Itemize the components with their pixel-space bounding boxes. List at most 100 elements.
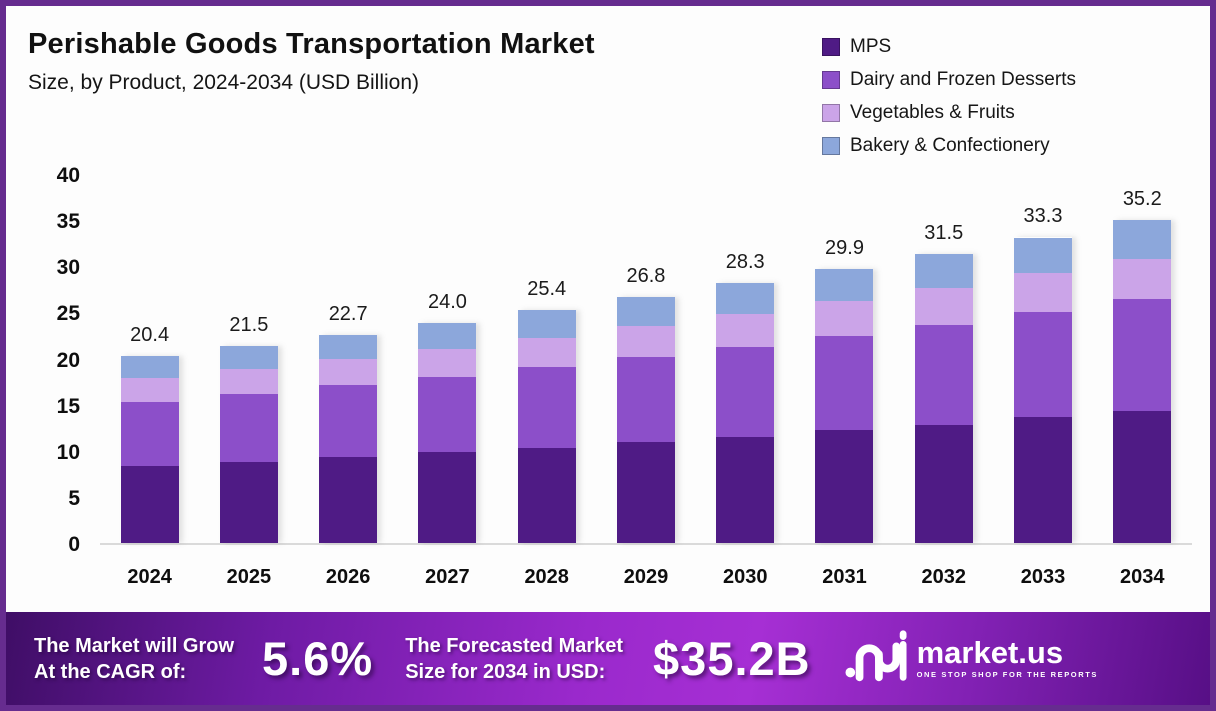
bar-segment-2027-bakery-confectionery — [418, 322, 477, 349]
bar-total-label-2027: 24.0 — [427, 290, 467, 313]
x-tick-2030: 2030 — [722, 566, 768, 588]
stacked-bar-2024: 20.4 — [120, 324, 179, 543]
stacked-bar-2027: 24.0 — [418, 291, 477, 543]
bar-column-2028: 25.4 — [497, 176, 596, 543]
stacked-bar-2029: 26.8 — [616, 265, 675, 543]
bar-segment-2030-vegetables-fruits — [716, 313, 775, 347]
bar-segment-2028-mps — [517, 447, 576, 543]
bar-total-label-2034: 35.2 — [1122, 188, 1162, 211]
bar-total-label-2033: 33.3 — [1023, 205, 1063, 228]
market-us-logo-text: market.us — [916, 635, 1064, 670]
bar-column-2031: 29.9 — [795, 176, 894, 543]
bar-segment-2024-vegetables-fruits — [120, 377, 179, 402]
x-tick-2032: 2032 — [921, 566, 967, 588]
page-subtitle: Size, by Product, 2024-2034 (USD Billion… — [28, 71, 420, 94]
chart-header: Perishable Goods Transportation Market S… — [28, 28, 595, 95]
legend-swatch-icon — [822, 70, 840, 89]
bar-segment-2025-vegetables-fruits — [219, 368, 278, 395]
stacked-bar-2034: 35.2 — [1113, 188, 1172, 543]
x-tick-2026: 2026 — [325, 566, 371, 588]
x-tick-2029: 2029 — [623, 566, 669, 588]
bar-column-2029: 26.8 — [596, 176, 695, 543]
bar-segment-2033-bakery-confectionery — [1014, 237, 1073, 274]
stacked-bar-2026: 22.7 — [319, 303, 378, 543]
bar-segment-2027-mps — [418, 452, 477, 543]
legend-label: Dairy and Frozen Desserts — [850, 68, 1076, 90]
bar-segment-2032-bakery-confectionery — [914, 254, 973, 288]
forecast-value: $35.2B — [653, 632, 811, 685]
bar-segment-2026-dairy-and-frozen-desserts — [319, 385, 378, 457]
market-us-logo-icon — [845, 630, 907, 687]
bar-total-label-2031: 29.9 — [825, 236, 864, 259]
cagr-label-line1: The Market will Grow — [34, 634, 235, 657]
y-tick-30: 30 — [56, 256, 80, 280]
bar-segment-2032-dairy-and-frozen-desserts — [914, 324, 973, 425]
y-tick-0: 0 — [68, 533, 80, 556]
bar-segment-2026-vegetables-fruits — [319, 358, 378, 386]
bar-segment-2029-vegetables-fruits — [616, 325, 675, 357]
bar-total-label-2028: 25.4 — [527, 277, 567, 300]
legend-label: MPS — [850, 35, 892, 57]
bar-segment-2031-dairy-and-frozen-desserts — [815, 335, 874, 431]
bar-segment-2030-dairy-and-frozen-desserts — [716, 346, 775, 437]
bar-column-2032: 31.5 — [894, 176, 993, 543]
cagr-value: 5.6% — [262, 632, 374, 685]
bar-segment-2034-dairy-and-frozen-desserts — [1113, 298, 1172, 411]
y-tick-5: 5 — [68, 486, 80, 510]
bar-column-2030: 28.3 — [696, 176, 795, 543]
bar-column-2027: 24.0 — [398, 176, 497, 543]
bar-segment-2034-mps — [1113, 410, 1172, 543]
bar-segment-2026-mps — [319, 456, 378, 543]
bar-segment-2027-dairy-and-frozen-desserts — [418, 376, 477, 453]
bar-segment-2033-mps — [1014, 417, 1073, 543]
forecast-label-line2: Size for 2034 in USD: — [405, 660, 606, 683]
y-axis: 0 5 10 15 20 25 30 35 40 — [6, 164, 86, 556]
bar-total-label-2024: 20.4 — [130, 323, 170, 346]
bar-segment-2024-dairy-and-frozen-desserts — [120, 401, 179, 466]
bar-segment-2024-bakery-confectionery — [120, 355, 179, 378]
bar-segment-2029-mps — [616, 442, 675, 543]
bar-segment-2025-mps — [219, 462, 278, 543]
legend-item-0: MPS — [822, 30, 1076, 63]
bar-segment-2025-bakery-confectionery — [219, 345, 278, 369]
legend-swatch-icon — [822, 136, 840, 155]
forecast-label: The Forecasted Market Size for 2034 in U… — [405, 633, 623, 685]
stacked-bar-2028: 25.4 — [517, 278, 576, 543]
bar-segment-2031-bakery-confectionery — [815, 268, 874, 301]
bar-segment-2026-bakery-confectionery — [319, 334, 378, 359]
cagr-label-line2: At the CAGR of: — [34, 660, 187, 683]
legend-label: Vegetables & Fruits — [850, 101, 1015, 123]
legend-item-3: Bakery & Confectionery — [822, 129, 1076, 162]
stacked-bar-2025: 21.5 — [219, 314, 278, 543]
chart-legend: MPS Dairy and Frozen Desserts Vegetables &… — [822, 30, 1076, 162]
bar-segment-2032-vegetables-fruits — [914, 287, 973, 325]
bar-segment-2034-vegetables-fruits — [1113, 258, 1172, 299]
market-us-logo-tagline: ONE STOP SHOP FOR THE REPORTS — [916, 670, 1099, 679]
y-tick-20: 20 — [56, 348, 80, 372]
bar-total-label-2026: 22.7 — [328, 302, 368, 325]
y-tick-15: 15 — [56, 394, 80, 418]
legend-label: Bakery & Confectionery — [850, 134, 1050, 156]
x-tick-2024: 2024 — [127, 566, 172, 588]
bar-segment-2034-bakery-confectionery — [1113, 220, 1172, 259]
bar-total-label-2030: 28.3 — [725, 251, 765, 274]
x-tick-2025: 2025 — [226, 566, 272, 588]
bar-column-2034: 35.2 — [1093, 176, 1192, 543]
bar-segment-2029-dairy-and-frozen-desserts — [616, 356, 675, 443]
legend-item-1: Dairy and Frozen Desserts — [822, 63, 1076, 96]
market-us-logo: market.us ONE STOP SHOP FOR THE REPORTS — [845, 630, 1098, 687]
y-tick-25: 25 — [56, 302, 80, 326]
x-tick-2027: 2027 — [425, 566, 470, 588]
page-title: Perishable Goods Transportation Market — [28, 28, 595, 60]
bar-total-label-2032: 31.5 — [924, 222, 964, 244]
stacked-bar-2032: 31.5 — [914, 222, 973, 543]
y-tick-40: 40 — [56, 164, 80, 187]
bar-total-label-2029: 26.8 — [626, 265, 666, 288]
y-tick-10: 10 — [56, 440, 80, 464]
x-tick-2033: 2033 — [1020, 566, 1066, 588]
bar-segment-2033-vegetables-fruits — [1014, 273, 1073, 312]
bar-segment-2025-dairy-and-frozen-desserts — [219, 394, 278, 463]
bar-column-2024: 20.4 — [100, 176, 199, 543]
bottom-banner: The Market will Grow At the CAGR of: 5.6… — [6, 612, 1210, 705]
stacked-bar-2033: 33.3 — [1014, 205, 1073, 543]
